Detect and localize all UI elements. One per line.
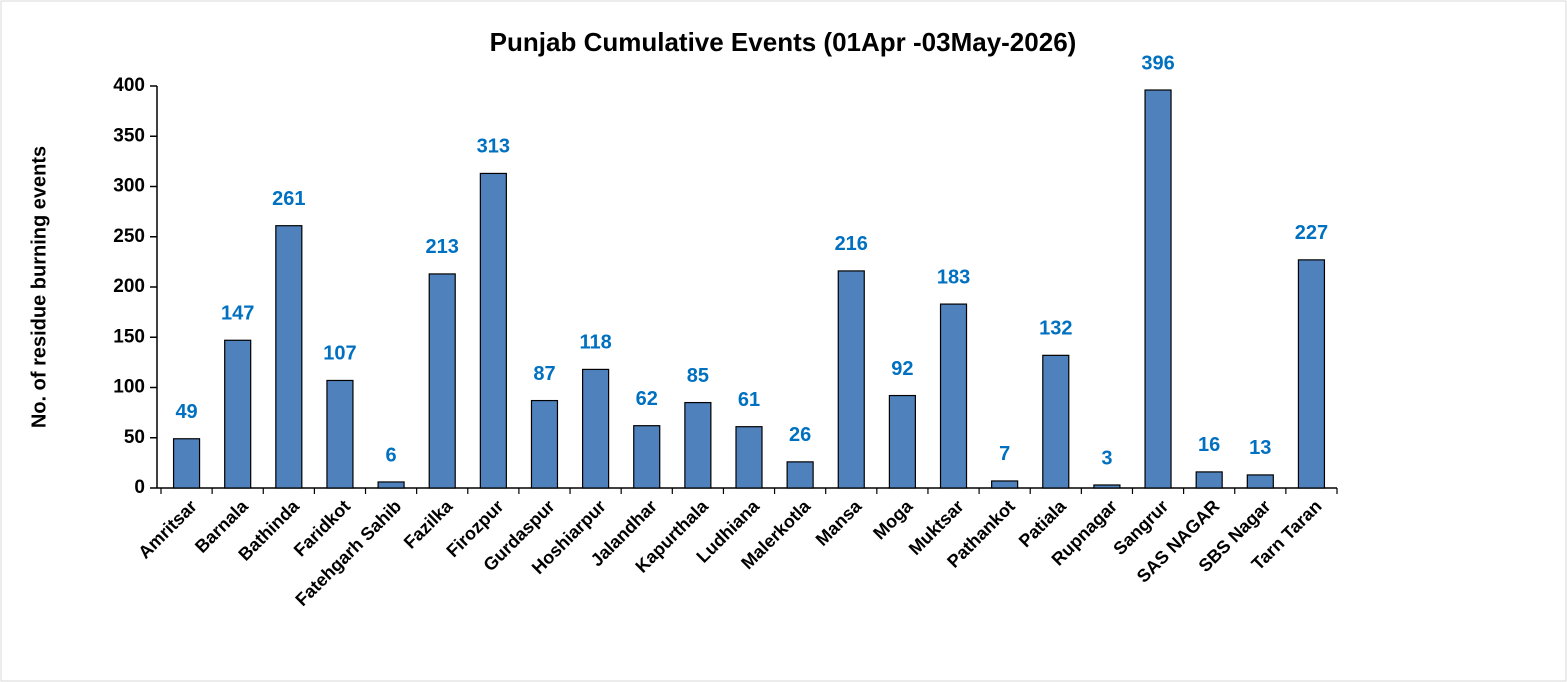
data-label: 61	[738, 389, 760, 411]
bar	[1297, 259, 1326, 489]
bar	[1144, 89, 1172, 489]
bar	[428, 273, 456, 489]
bar	[786, 461, 814, 489]
y-tick-label: 150	[113, 326, 145, 347]
bar	[530, 399, 559, 489]
data-label: 118	[579, 332, 611, 354]
y-tick-label: 100	[113, 377, 145, 398]
y-tick-label: 200	[113, 276, 145, 297]
data-label: 216	[835, 233, 868, 255]
y-tick-label: 50	[124, 427, 145, 448]
data-label: 16	[1198, 434, 1220, 456]
data-label: 49	[175, 401, 197, 423]
bar	[1093, 484, 1121, 489]
bar	[939, 303, 968, 489]
y-tick-label: 250	[113, 226, 145, 247]
bar	[1195, 471, 1223, 489]
bar	[479, 172, 507, 489]
bar	[1246, 474, 1274, 489]
bar	[582, 368, 610, 489]
data-label: 147	[221, 303, 254, 325]
bar	[377, 481, 405, 489]
y-tick-label: 350	[113, 125, 145, 146]
data-label: 6	[386, 444, 397, 466]
data-label: 132	[1039, 318, 1072, 340]
bar	[991, 480, 1019, 489]
bar	[326, 379, 354, 489]
data-label: 26	[789, 424, 811, 446]
data-label: 396	[1141, 52, 1174, 74]
data-label: 261	[272, 188, 305, 210]
y-tick-label: 300	[113, 176, 145, 197]
bar	[837, 270, 865, 489]
data-label: 87	[533, 363, 555, 385]
y-tick-label: 400	[113, 75, 145, 96]
data-label: 85	[687, 365, 709, 387]
data-label: 3	[1101, 447, 1112, 469]
data-label: 313	[477, 136, 510, 158]
bar	[224, 339, 252, 489]
bar	[275, 225, 303, 489]
data-label: 13	[1249, 437, 1271, 459]
y-axis-label: No. of residue burning events	[28, 146, 50, 428]
data-label: 183	[937, 266, 970, 288]
bar	[735, 426, 763, 489]
bar	[888, 394, 916, 489]
y-tick-label: 0	[134, 477, 145, 498]
bar	[684, 401, 712, 489]
data-label: 213	[426, 236, 459, 258]
data-label: 92	[891, 358, 913, 380]
bar	[172, 438, 201, 489]
data-label: 62	[636, 388, 658, 410]
data-label: 107	[323, 343, 356, 365]
bar	[1042, 354, 1070, 489]
bar	[633, 425, 661, 489]
data-label: 227	[1295, 222, 1328, 244]
data-label: 7	[999, 443, 1010, 465]
chart-title: Punjab Cumulative Events (01Apr -03May-2…	[490, 27, 1077, 57]
